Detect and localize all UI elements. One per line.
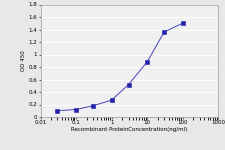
Y-axis label: OD 450: OD 450	[21, 50, 27, 71]
X-axis label: Recombinant ProteinConcentration(ng/ml): Recombinant ProteinConcentration(ng/ml)	[71, 127, 187, 132]
